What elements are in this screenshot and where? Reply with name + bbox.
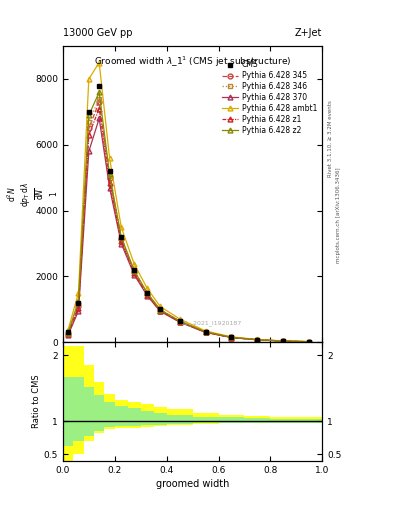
Text: mcplots.cern.ch [arXiv:1306.3436]: mcplots.cern.ch [arXiv:1306.3436]: [336, 167, 341, 263]
Legend: CMS, Pythia 6.428 345, Pythia 6.428 346, Pythia 6.428 370, Pythia 6.428 ambt1, P: CMS, Pythia 6.428 345, Pythia 6.428 346,…: [220, 59, 318, 136]
X-axis label: groomed width: groomed width: [156, 479, 229, 489]
Text: Rivet 3.1.10, ≥ 3.2M events: Rivet 3.1.10, ≥ 3.2M events: [328, 100, 333, 177]
Y-axis label: Ratio to CMS: Ratio to CMS: [32, 375, 41, 429]
Text: 13000 GeV pp: 13000 GeV pp: [63, 28, 132, 38]
Text: 45_ 2021_I1920187: 45_ 2021_I1920187: [180, 321, 241, 326]
Text: Groomed width $\lambda\_1^1$ (CMS jet substructure): Groomed width $\lambda\_1^1$ (CMS jet su…: [94, 55, 291, 69]
Y-axis label: $\mathrm{d}^2N$
$\mathrm{d}p_\mathrm{T}\,\mathrm{d}\lambda$
$\overline{\mathrm{d: $\mathrm{d}^2N$ $\mathrm{d}p_\mathrm{T}\…: [5, 182, 59, 207]
Text: Z+Jet: Z+Jet: [295, 28, 322, 38]
